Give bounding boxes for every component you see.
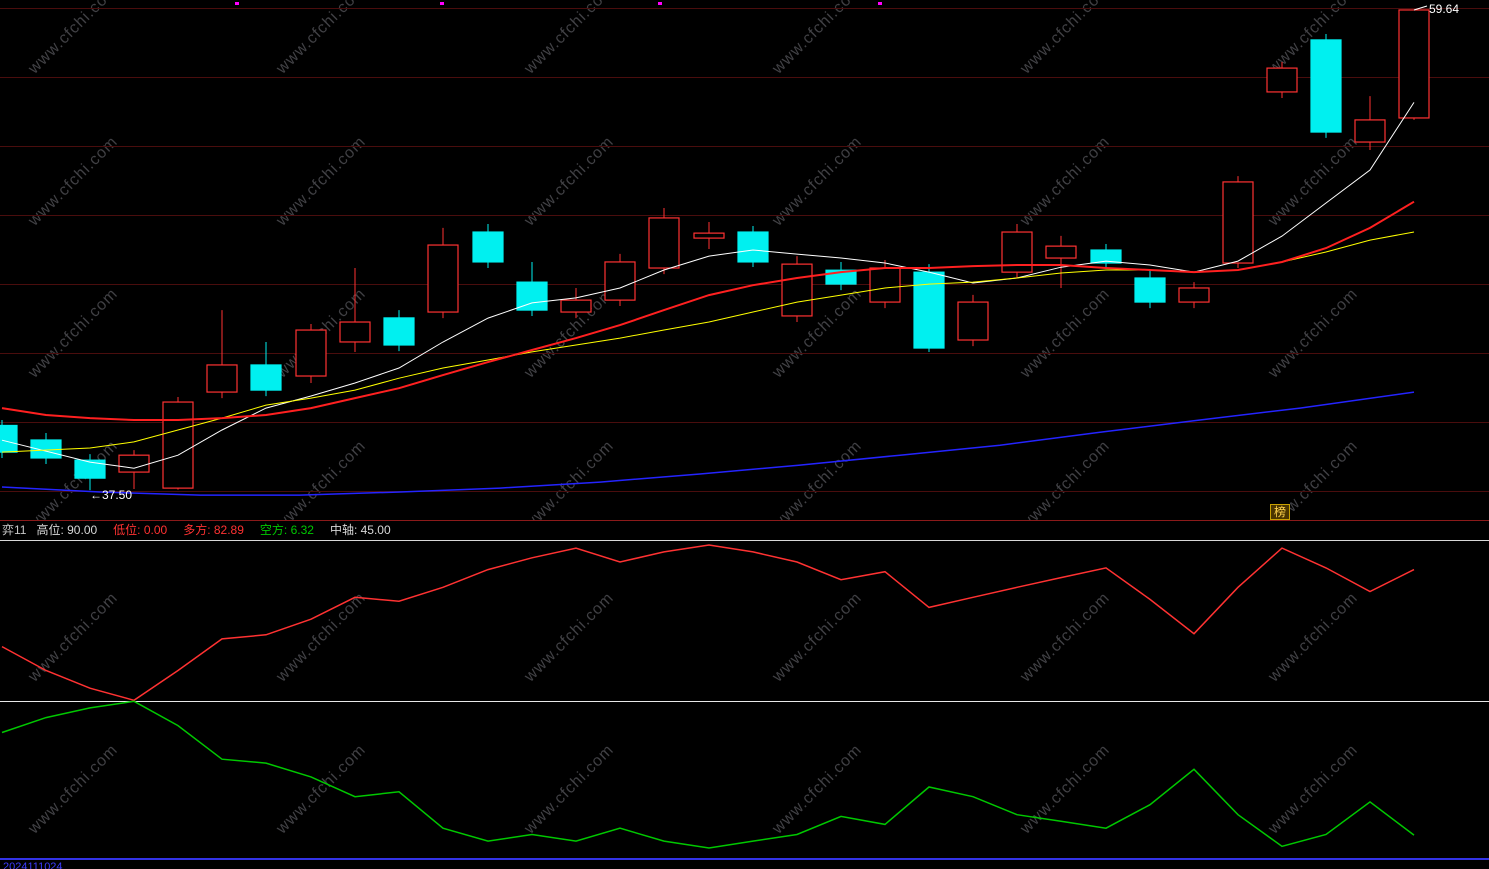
ma-long-blue — [1, 391, 1415, 496]
status-field-低位: 低位: 0.00 — [113, 523, 168, 537]
oscillator-chart-svg — [0, 544, 1489, 849]
candles-layer — [0, 9, 1430, 491]
high-annotation-pointer — [1413, 5, 1428, 11]
period-marker-dot — [440, 2, 444, 5]
oscillator-pane[interactable] — [0, 540, 1489, 860]
kline-chart-svg — [0, 5, 1489, 496]
indicator-status-bar: 弈11 高位: 90.00 低位: 0.00 多方: 82.89 空方: 6.32 中轴:… — [0, 520, 1489, 540]
period-marker-dot — [878, 2, 882, 5]
status-field-空方: 空方: 6.32 — [259, 523, 314, 537]
status-field-高位: 高位: 90.00 — [36, 523, 98, 537]
status-field-多方: 多方: 82.89 — [183, 523, 244, 537]
indicator-name: 弈11 — [2, 523, 27, 537]
bottom-left-code: 2024111024 — [3, 861, 63, 869]
period-marker-dot — [235, 2, 239, 5]
high-price-annotation: 59.64 — [1429, 2, 1460, 16]
ranking-badge[interactable]: 榜 — [1270, 504, 1291, 520]
indicator-values: 高位: 90.00 低位: 0.00 多方: 82.89 空方: 6.32 中轴: 45… — [36, 523, 406, 537]
main-kline-pane[interactable]: ←37.50 59.64 榜 — [0, 0, 1489, 520]
oscillator-line-多方 — [1, 544, 1415, 702]
low-price-annotation: ←37.50 — [90, 488, 133, 502]
grid-lines — [0, 8, 1489, 492]
oscillator-line-空方 — [1, 700, 1415, 849]
ma-fast-white — [1, 102, 1415, 469]
bottom-strip: 2024111024 — [0, 861, 1489, 869]
ma-slow-red — [1, 200, 1415, 421]
status-field-中轴: 中轴: 45.00 — [329, 523, 391, 537]
period-marker-dot — [658, 2, 662, 5]
